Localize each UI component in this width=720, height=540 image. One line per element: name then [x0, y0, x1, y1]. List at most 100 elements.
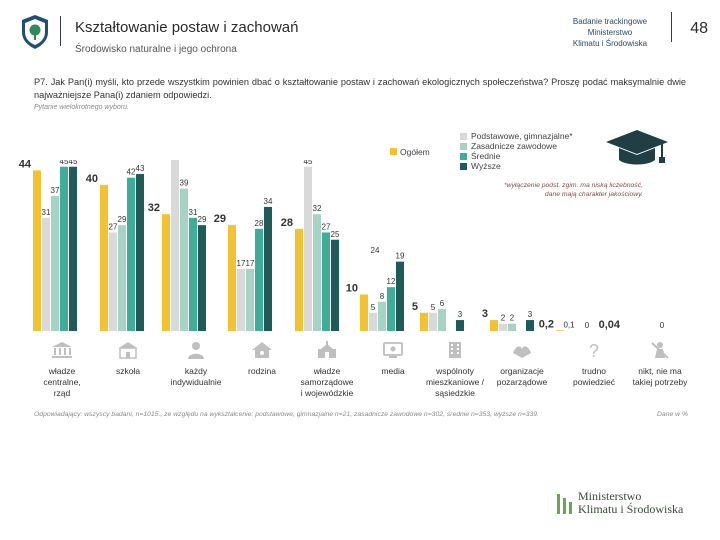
media-screen-icon [382, 341, 404, 359]
bar-0-1 [100, 185, 108, 331]
bar-4-1 [136, 174, 144, 331]
legend-item: Zasadnicze zawodowe [460, 141, 573, 151]
bar-3-4 [322, 232, 330, 331]
bar-2-6 [378, 301, 386, 331]
category-label-line: sąsiedzkie [435, 388, 475, 398]
legend-ogolem: Ogółem [390, 147, 430, 157]
category-label-line: indywidualnie [170, 377, 222, 387]
bar-value-label: 25 [331, 230, 340, 239]
bar-value-label: 40 [86, 173, 98, 185]
bar-value-label: 24 [371, 246, 380, 255]
bar-value-label: 37 [51, 186, 60, 195]
category-label-line: rodzina [248, 366, 276, 376]
question-mark-icon: ? [583, 341, 605, 361]
bar-value-label: 27 [109, 222, 118, 231]
category-label-line: szkoła [115, 366, 141, 376]
bar-value-label: 2 [501, 314, 506, 323]
category-label-line: takiej potrzeby [632, 377, 688, 387]
category-label-line: władze [313, 366, 341, 376]
bar-2-1 [118, 225, 126, 331]
category-label: wspólnoty mieszkaniowe / sąsiedzkie [410, 366, 500, 399]
bar-2-3 [246, 268, 254, 331]
ministry-emblem-icon [557, 494, 572, 514]
bar-value-label: 34 [264, 197, 273, 206]
category-label: organizacje pozarządowe [477, 366, 567, 388]
bar-value-label: 17 [237, 259, 246, 268]
legend-label: Zasadnicze zawodowe [471, 141, 557, 151]
legend-item: Wyższe [460, 161, 573, 171]
bar-value-label: 12 [387, 277, 396, 286]
page-number-divider [671, 12, 672, 42]
legend-label: Podstawowe, gimnazjalne* [471, 131, 573, 141]
bar-chart: 444032292810530,20,0431274817455520,1372… [19, 160, 665, 331]
bar-1-7 [429, 312, 437, 331]
category-label: nikt, nie ma takiej potrzeby [615, 366, 705, 388]
category-label-line: nikt, nie ma [638, 366, 682, 376]
bar-value-label: 5 [371, 303, 376, 312]
bar-value-label: 45 [69, 160, 78, 166]
category-label-line: władze [48, 366, 76, 376]
bar-4-0 [69, 166, 77, 331]
bar-value-label: 0,04 [599, 319, 621, 331]
legend-label: Wyższe [471, 161, 501, 171]
category-label-line: rząd [53, 388, 71, 398]
bar-2-2 [180, 188, 188, 331]
bar-value-label: 42 [127, 168, 136, 177]
bar-0-7 [420, 312, 428, 331]
bar-value-label: 29 [118, 215, 127, 224]
ministry-name: Ministerstwo Klimatu i Środowiska [578, 490, 683, 516]
legend-note: *wyłączenie podst. zgim. ma niską liczeb… [503, 182, 643, 198]
crossed-out-icon [649, 341, 671, 359]
ministry-shield-logo-icon [22, 15, 48, 49]
bar-value-label: 0 [585, 321, 590, 330]
legend-swatch [460, 162, 467, 170]
category-label-line: organizacje [500, 366, 544, 376]
bar-4-4 [331, 239, 339, 331]
town-hall-icon [316, 341, 338, 359]
bar-value-label: 39 [180, 179, 189, 188]
bar-2-4 [313, 214, 321, 331]
apartment-building-icon [444, 341, 466, 359]
bar-value-label: 5 [431, 303, 436, 312]
bar-value-label: 31 [42, 208, 51, 217]
government-building-icon [51, 341, 73, 359]
category-label-line: centralne, [43, 377, 81, 387]
bar-0-4 [295, 228, 303, 331]
bar-value-label: 32 [313, 204, 322, 213]
bar-3-2 [189, 217, 197, 331]
bar-1-4 [304, 166, 312, 331]
bar-value-label: 29 [214, 213, 226, 225]
legend-swatch [460, 132, 467, 140]
bar-3-0 [60, 166, 68, 331]
category-label: władze samorządowe i wojewódzkie [282, 366, 372, 399]
bar-0-2 [162, 214, 170, 331]
bar-3-3 [255, 228, 263, 331]
survey-line: Ministerstwo [587, 28, 633, 37]
svg-text:?: ? [589, 341, 599, 359]
legend: Podstawowe, gimnazjalne* Zasadnicze zawo… [460, 131, 573, 171]
page-number: 48 [690, 20, 708, 37]
bar-value-label: 0,1 [563, 321, 575, 330]
category-label-line: i wojewódzkie [300, 388, 354, 398]
bar-1-8 [499, 323, 507, 331]
page-title: Kształtowanie postaw i zachowań [75, 19, 299, 36]
bar-value-label: 3 [528, 310, 533, 319]
school-icon [117, 341, 139, 359]
bar-value-label: 32 [148, 202, 160, 214]
legend-swatch [460, 142, 467, 150]
legend-swatch [460, 152, 467, 160]
bar-0-3 [228, 225, 236, 331]
category-label: władze centralne, rząd [17, 366, 107, 399]
ministry-footer-logo: Ministerstwo Klimatu i Środowiska [556, 490, 696, 518]
graduation-cap-icon [606, 130, 668, 165]
header-divider [60, 16, 61, 46]
category-label: trudno powiedzieć [549, 366, 639, 388]
legend-label-ogolem: Ogółem [400, 147, 430, 157]
bar-value-label: 3 [458, 310, 463, 319]
footnote: Odpowiadający: wszyscy badani, n=1015., … [34, 411, 539, 418]
category-label-line: mieszkaniowe / [425, 377, 485, 387]
category-label-line: wspólnoty [436, 366, 474, 376]
bar-0-6 [360, 294, 368, 331]
bar-value-label: 28 [255, 219, 264, 228]
bar-1-1 [109, 232, 117, 331]
